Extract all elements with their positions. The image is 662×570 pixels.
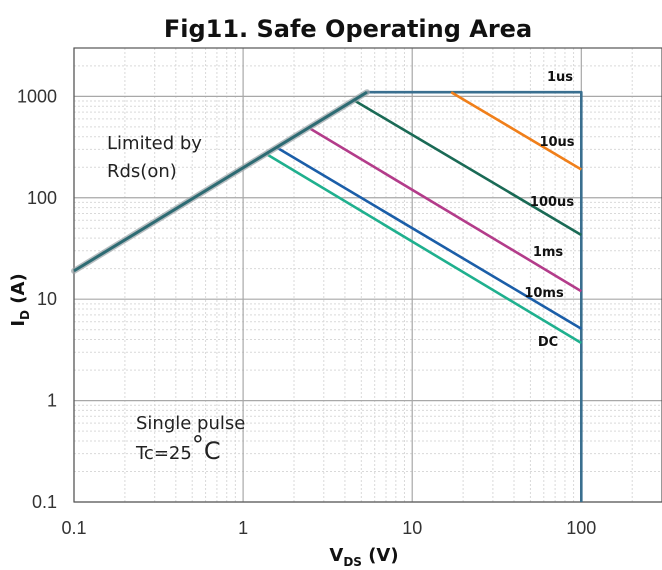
series-label-1us: 1us bbox=[547, 70, 573, 85]
y-tick-label: 100 bbox=[27, 188, 57, 208]
rds-annotation-line1: Limited by bbox=[107, 133, 202, 154]
series-line-dc bbox=[267, 153, 582, 345]
series-line-10us bbox=[450, 91, 582, 171]
plot-frame bbox=[73, 47, 662, 503]
series-line-1ms bbox=[309, 127, 582, 293]
y-tick-label: 1 bbox=[47, 391, 57, 411]
y-axis-label: ID (A) bbox=[8, 273, 32, 326]
series-label-100us: 100us bbox=[530, 195, 574, 210]
x-tick-labels: 0.1 1 10 100 bbox=[61, 518, 596, 538]
x-axis-label: VDS (V) bbox=[329, 545, 398, 569]
series-label-10us: 10us bbox=[539, 135, 574, 150]
y-tick-label: 1000 bbox=[17, 86, 57, 106]
x-tick-label: 100 bbox=[566, 518, 596, 538]
series-line-limited-by-rds-on- bbox=[73, 90, 368, 273]
x-tick-label: 1 bbox=[238, 518, 248, 538]
chart-title: Fig11. Safe Operating Area bbox=[164, 15, 532, 43]
rds-annotation-line2: Rds(on) bbox=[107, 161, 177, 182]
series-labels: 1us 10us 100us 1ms 10ms DC bbox=[524, 70, 574, 350]
y-tick-label: 0.1 bbox=[32, 492, 57, 512]
minor-grid bbox=[74, 47, 662, 502]
pulse-annotation-line2: Tc=25°C bbox=[135, 431, 221, 465]
series-label-10ms: 10ms bbox=[524, 286, 564, 301]
pulse-annotation-line1: Single pulse bbox=[136, 413, 245, 434]
y-tick-label: 10 bbox=[37, 289, 57, 309]
series-label-1ms: 1ms bbox=[533, 245, 564, 260]
series-label-dc: DC bbox=[538, 335, 558, 350]
series-layer bbox=[71, 89, 583, 502]
x-tick-label: 0.1 bbox=[61, 518, 86, 538]
series-line-100us bbox=[354, 99, 582, 237]
x-tick-label: 10 bbox=[402, 518, 422, 538]
y-tick-labels: 0.1 1 10 100 1000 bbox=[17, 86, 57, 512]
series-line-10ms bbox=[276, 146, 582, 330]
series-line-1us bbox=[367, 90, 583, 502]
